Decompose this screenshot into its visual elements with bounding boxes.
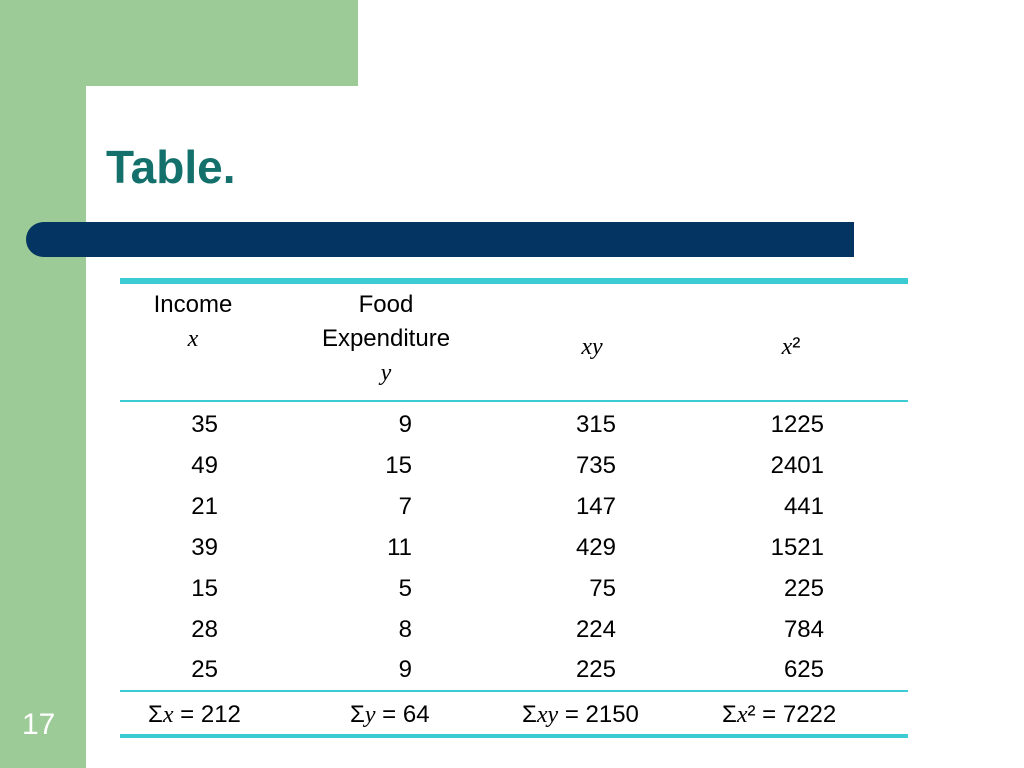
sum-y: Σy = 64	[350, 698, 430, 732]
header-food-var: y	[380, 360, 392, 386]
sum-x: Σx = 212	[148, 698, 241, 732]
cell-x-squared: 1225	[770, 411, 824, 438]
cell-income: 15	[191, 575, 218, 602]
cell-xy: 735	[575, 452, 616, 479]
cell-x-squared: 225	[783, 575, 824, 602]
header-xy-var: xy	[581, 334, 603, 360]
cell-food: 15	[385, 452, 412, 479]
cell-food: 11	[387, 534, 412, 561]
cell-x-squared: 2401	[770, 452, 824, 479]
header-food-label-1: Food	[358, 291, 414, 318]
sum-x-var: x	[162, 702, 174, 728]
header-x2-sup: ²	[792, 333, 801, 360]
header-income-label: Income	[153, 291, 233, 318]
cell-income: 21	[191, 493, 218, 520]
left-accent-band	[0, 0, 86, 768]
sum-x-squared: Σx² = 7222	[722, 698, 836, 732]
cell-xy: 315	[575, 411, 616, 438]
sigma-symbol: Σ	[522, 701, 537, 728]
cell-x-squared: 784	[783, 616, 824, 643]
cell-food: 9	[398, 656, 412, 683]
cell-x-squared: 441	[783, 493, 824, 520]
cell-xy: 147	[575, 493, 616, 520]
cell-xy: 75	[589, 575, 616, 602]
cell-food: 9	[398, 411, 412, 438]
header-xy: xy	[560, 330, 624, 364]
slide-number: 17	[22, 708, 56, 741]
content-panel	[86, 86, 1024, 768]
sum-divider	[120, 690, 908, 692]
sigma-symbol: Σ	[350, 701, 365, 728]
cell-income: 35	[191, 411, 218, 438]
cell-food: 8	[398, 616, 412, 643]
sigma-symbol: Σ	[722, 701, 737, 728]
cell-food: 5	[398, 575, 412, 602]
header-food-label-2: Expenditure	[321, 325, 451, 352]
cell-xy: 225	[575, 656, 616, 683]
sum-xy-var: xy	[536, 702, 559, 728]
header-x-squared: x²	[766, 330, 816, 364]
sum-x2-var: x	[736, 702, 748, 728]
title-underline-bar	[26, 222, 854, 257]
header-divider	[120, 400, 908, 402]
cell-food: 7	[398, 493, 412, 520]
header-x2-var: x	[781, 334, 793, 360]
sum-y-var: y	[364, 702, 376, 728]
table-top-rule	[120, 278, 908, 284]
cell-income: 49	[191, 452, 218, 479]
sum-y-value: = 64	[375, 701, 430, 728]
header-food-expenditure: Food Expenditure y	[300, 288, 472, 390]
cell-income: 39	[191, 534, 218, 561]
header-income-var: x	[187, 326, 199, 352]
table-bottom-rule	[120, 734, 908, 738]
top-accent-band	[0, 0, 358, 86]
cell-xy: 224	[575, 616, 616, 643]
cell-x-squared: 1521	[770, 534, 824, 561]
sigma-symbol: Σ	[148, 701, 163, 728]
cell-income: 25	[191, 656, 218, 683]
cell-income: 28	[191, 616, 218, 643]
sum-x2-value: ² = 7222	[747, 701, 837, 728]
cell-x-squared: 625	[783, 656, 824, 683]
sum-xy-value: = 2150	[558, 701, 639, 728]
sum-xy: Σxy = 2150	[522, 698, 639, 732]
cell-xy: 429	[575, 534, 616, 561]
sum-x-value: = 212	[173, 701, 241, 728]
header-income: Income x	[140, 288, 246, 356]
slide-title: Table.	[106, 141, 236, 193]
